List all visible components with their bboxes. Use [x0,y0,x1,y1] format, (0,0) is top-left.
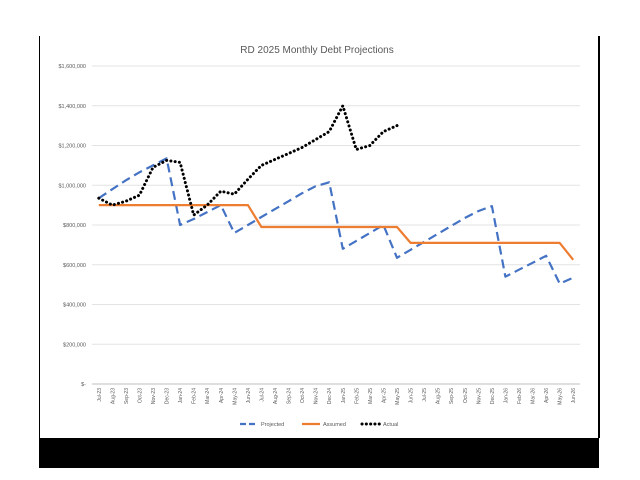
gridlines [92,65,580,385]
x-tick-label: Mar-25 [368,388,374,404]
x-tick-label: Jun-26 [571,388,577,404]
series-line-projected [98,157,574,285]
x-tick-label: Jan-26 [503,388,509,404]
y-tick-label: $600,000 [63,263,86,269]
x-tick-label: Apr-25 [381,388,387,403]
x-tick-label: Jul-24 [259,388,265,402]
legend-item-assumed: Assumed [302,422,346,428]
debt-projection-chart: RD 2025 Monthly Debt Projections $- $200,… [58,45,580,428]
legend-item-projected: Projected [240,422,284,428]
x-tick-label: Apr-26 [544,388,550,403]
x-tick-label: Jun-24 [246,388,252,404]
x-tick-label: Jan-25 [341,388,347,404]
x-tick-label: May-26 [558,388,564,405]
x-tick-label: Dec-25 [490,388,496,404]
y-tick-label: $1,000,000 [58,183,86,189]
x-tick-label: Sep-24 [287,388,293,404]
x-tick-label: May-24 [232,388,238,405]
x-tick-label: Mar-24 [205,388,211,404]
y-tick-label: $400,000 [63,303,86,309]
x-tick-label: Oct-25 [463,388,469,403]
legend-label: Assumed [323,422,346,428]
legend-label: Projected [261,422,284,428]
y-tick-label: $1,400,000 [58,104,86,110]
x-tick-label: Nov-25 [476,388,482,404]
x-tick-label: Jul-25 [422,388,428,402]
x-tick-label: Jun-25 [409,388,415,404]
x-tick-label: Apr-24 [219,388,225,403]
x-tick-label: Jan-24 [178,388,184,404]
x-tick-label: Jul-23 [97,388,103,402]
x-tick-label: Aug-24 [273,388,279,404]
x-tick-label: May-25 [395,388,401,405]
x-tick-label: Mar-26 [531,388,537,404]
chart-container: RD 2025 Monthly Debt Projections $- $200,… [39,36,600,438]
x-tick-label: Feb-26 [517,388,523,404]
x-tick-label: Sep-25 [449,388,455,404]
y-tick-label: $1,200,000 [58,144,86,150]
y-tick-label: $800,000 [63,223,86,229]
y-tick-label: $200,000 [63,342,86,348]
x-tick-label: Oct-24 [300,388,306,403]
x-tick-label: Aug-23 [110,388,116,404]
legend: Projected Assumed Actual [240,422,398,428]
x-tick-label: Feb-25 [354,388,360,404]
y-tick-label: $- [81,382,86,388]
y-axis-tick-labels: $- $200,000 $400,000 $600,000 $800,000 $1,000… [58,64,86,388]
chart-title: RD 2025 Monthly Debt Projections [240,45,393,56]
x-tick-label: Dec-24 [327,388,333,404]
series-lines [97,104,575,285]
x-tick-label: Feb-24 [192,388,198,404]
x-tick-label: Nov-24 [314,388,320,404]
x-tick-label: Nov-23 [151,388,157,404]
series-line-assumed [98,204,575,261]
series-line-actual [97,104,399,217]
x-tick-label: Oct-23 [137,388,143,403]
y-tick-label: $1,600,000 [58,64,86,70]
legend-label: Actual [383,422,398,428]
legend-item-actual: Actual [360,422,398,428]
bottom-band [39,438,599,468]
x-tick-label: Dec-23 [165,388,171,404]
x-tick-label: Aug-25 [436,388,442,404]
x-tick-label: Sep-23 [124,388,130,404]
x-axis-tick-labels: Jul-23 Aug-23 Sep-23 Oct-23 Nov-23 Dec-23 Jan-… [97,388,577,405]
